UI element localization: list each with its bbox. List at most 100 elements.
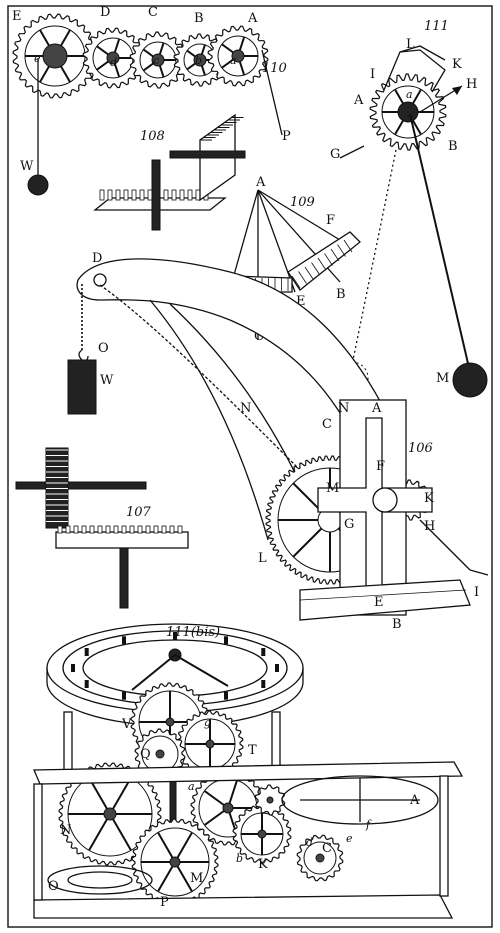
dial-numeral-mark (224, 691, 228, 700)
gear-hub (42, 43, 68, 69)
wheel-tooth (129, 525, 135, 534)
label-i: I (370, 67, 375, 82)
wheel-d (82, 27, 144, 89)
label-q: Q (140, 747, 151, 762)
dotted-pendulum-line (352, 149, 397, 361)
label-v: V (121, 717, 132, 732)
ratchet-boss (372, 487, 398, 513)
pillar-right (271, 711, 281, 773)
balance-wheel (281, 775, 439, 825)
bevel-tooth-f (317, 257, 327, 271)
wheel-tooth (113, 525, 119, 534)
clock-train-wheels (58, 682, 344, 906)
wheel-tooth (57, 525, 63, 534)
wheel-tooth (169, 525, 175, 534)
dial-numeral-mark (71, 664, 75, 672)
pulley-d (93, 273, 107, 287)
gear-hub (151, 53, 165, 67)
pinion-b (254, 784, 286, 816)
figure-number-106: 106 (408, 441, 433, 456)
sublabel-a: a (188, 780, 195, 793)
label-o: O (48, 879, 59, 894)
figure-106-crane: D O W N C A F M G K H L E B I N 106 (67, 251, 489, 632)
sublabel-d: d (306, 836, 313, 849)
wheel-m (131, 818, 219, 906)
bevel-tooth-f (324, 253, 333, 266)
base-timber (299, 579, 471, 621)
gear-hub (257, 829, 267, 839)
label-f: F (326, 213, 335, 228)
label-o: O (98, 341, 109, 356)
pendulum-rod (409, 113, 471, 373)
label-b: B (194, 11, 204, 26)
horizontal-wheel-teeth (57, 525, 183, 534)
label-k: K (258, 857, 268, 872)
label-g: G (344, 517, 354, 532)
sublabel-f: f (365, 818, 372, 831)
sublabel-b: b (236, 852, 243, 865)
anchor-crutch (399, 45, 446, 61)
pointer-g (339, 145, 365, 159)
figure-107-rack-pinion: 107 (15, 447, 189, 609)
wheel-tooth (89, 525, 95, 534)
dial-numeral-mark (261, 680, 266, 688)
gear-hub (205, 739, 215, 749)
gear-spoke (157, 832, 176, 863)
label-e: E (374, 595, 384, 610)
sublabel-g: g (204, 716, 211, 729)
label-n-dotted: N (338, 401, 349, 416)
crown-tooth (171, 189, 177, 201)
wheel-tooth (137, 525, 143, 534)
figure-number-111: 111 (424, 19, 449, 34)
label-w: W (20, 159, 34, 174)
label-l: L (258, 551, 267, 566)
label-d: D (100, 5, 110, 20)
gear-spoke (174, 832, 193, 863)
base-line (299, 589, 467, 601)
label-b: B (448, 139, 458, 154)
label-g: G (330, 147, 340, 162)
pinion-arbor (15, 481, 147, 490)
gear-rim (303, 841, 337, 875)
label-m: M (190, 871, 203, 886)
sublabel-e: e (34, 52, 41, 65)
figure-number-108: 108 (140, 129, 165, 144)
vertical-arbor (151, 159, 161, 231)
label-c: C (254, 329, 264, 344)
bevel-tooth-f (343, 239, 353, 253)
crank-grip (469, 569, 489, 576)
bevel-tooth-f (311, 262, 320, 275)
figure-111bis-clock-movement: V Q T N A K M O P C g a b d e f 111(bis) (33, 623, 464, 919)
label-c: C (148, 5, 158, 20)
gear-hub (315, 853, 325, 863)
horizontal-wheel (55, 531, 189, 549)
label-c: C (322, 841, 332, 856)
gear-spoke (109, 813, 132, 851)
label-a: A (247, 11, 258, 26)
line-af (257, 189, 341, 241)
label-h: H (466, 77, 477, 92)
gear-spoke (109, 777, 132, 815)
wheel-d (296, 834, 344, 882)
gear-hub (222, 802, 234, 814)
crank-handle (419, 519, 471, 571)
label-c: C (322, 417, 332, 432)
wheel-tooth (177, 525, 183, 534)
top-plate (33, 761, 464, 785)
hour-hand (131, 654, 176, 691)
figure-number-110: 110 (262, 61, 287, 76)
bevel-tooth-f (298, 271, 307, 284)
bevel-tooth-f (330, 248, 340, 262)
crown-tooth (131, 189, 137, 201)
crown-tooth (147, 189, 153, 201)
label-a: A (255, 175, 266, 190)
crown-tooth (123, 189, 129, 201)
label-m: M (436, 371, 449, 386)
crown-tooth (107, 189, 113, 201)
label-n: N (60, 823, 71, 838)
barrel-spring (47, 865, 153, 895)
line-ae (257, 189, 296, 293)
crown-tooth (139, 189, 145, 201)
crown-tooth (115, 189, 121, 201)
sublabel-a: a (230, 54, 237, 67)
